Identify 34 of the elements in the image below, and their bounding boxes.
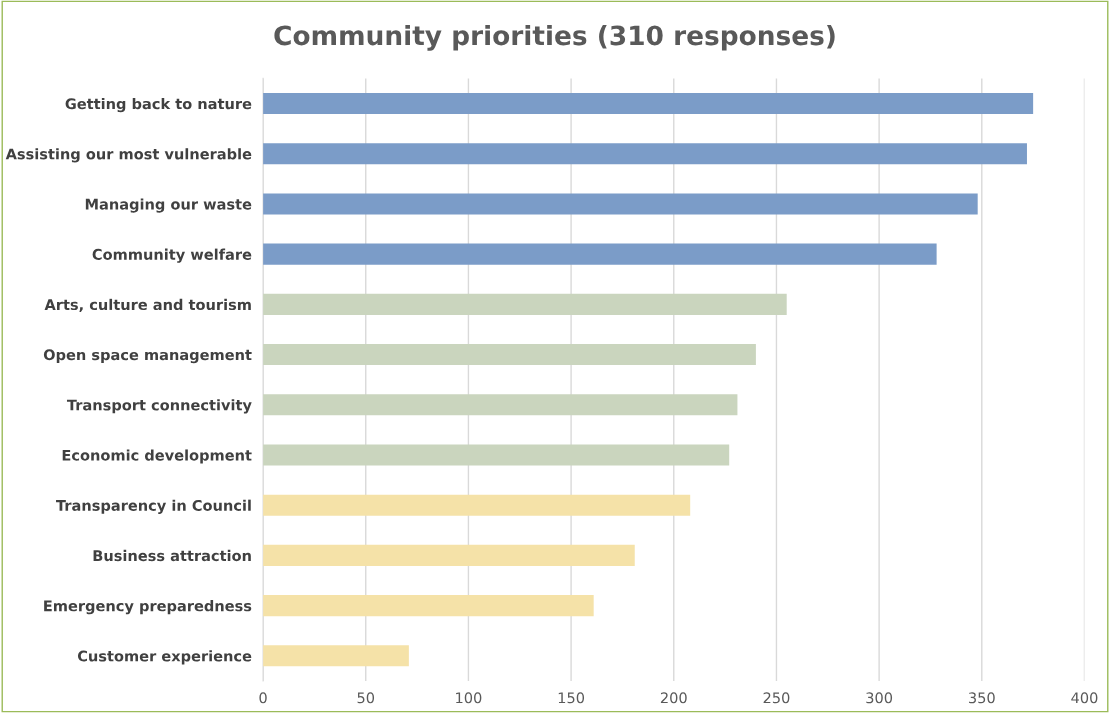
x-tick-label: 250 bbox=[763, 692, 790, 704]
y-tick-label: Emergency preparedness bbox=[44, 600, 252, 615]
y-tick-label: Transparency in Council bbox=[56, 499, 251, 514]
y-tick-label: Economic development bbox=[62, 449, 252, 464]
x-tick-label: 350 bbox=[968, 692, 995, 704]
y-tick-label: Assisting our most vulnerable bbox=[5, 148, 252, 163]
bar bbox=[263, 243, 937, 265]
bar bbox=[263, 293, 787, 315]
x-tick-label: 200 bbox=[660, 692, 687, 704]
x-tick-label: 400 bbox=[1071, 692, 1098, 704]
x-tick-label: 100 bbox=[456, 692, 482, 704]
bar bbox=[263, 494, 691, 516]
bar bbox=[263, 444, 730, 466]
y-tick-label: Getting back to nature bbox=[65, 97, 252, 113]
y-tick-label: Business attraction bbox=[93, 549, 251, 562]
y-tick-label: Arts, culture and tourism bbox=[44, 298, 251, 312]
y-tick-label: Open space management bbox=[43, 349, 252, 364]
y-tick-label: Managing our waste bbox=[85, 198, 252, 213]
y-tick-label: Transport connectivity bbox=[66, 399, 252, 414]
bar bbox=[263, 544, 635, 566]
bar bbox=[263, 595, 594, 617]
x-tick-label: 0 bbox=[259, 692, 267, 704]
bar bbox=[263, 394, 738, 416]
y-tick-label: Community welfare bbox=[92, 248, 252, 263]
bar bbox=[263, 143, 1027, 165]
x-tick-label: 50 bbox=[357, 692, 375, 704]
x-tick-label: 150 bbox=[558, 692, 585, 704]
y-tick-label: Customer experience bbox=[77, 650, 252, 665]
bar bbox=[263, 645, 409, 667]
bar bbox=[263, 92, 1034, 115]
x-tick-label: 300 bbox=[866, 692, 893, 704]
bar bbox=[263, 193, 978, 215]
bar bbox=[263, 344, 756, 366]
chart-title: Community priorities (310 responses) bbox=[274, 24, 835, 51]
